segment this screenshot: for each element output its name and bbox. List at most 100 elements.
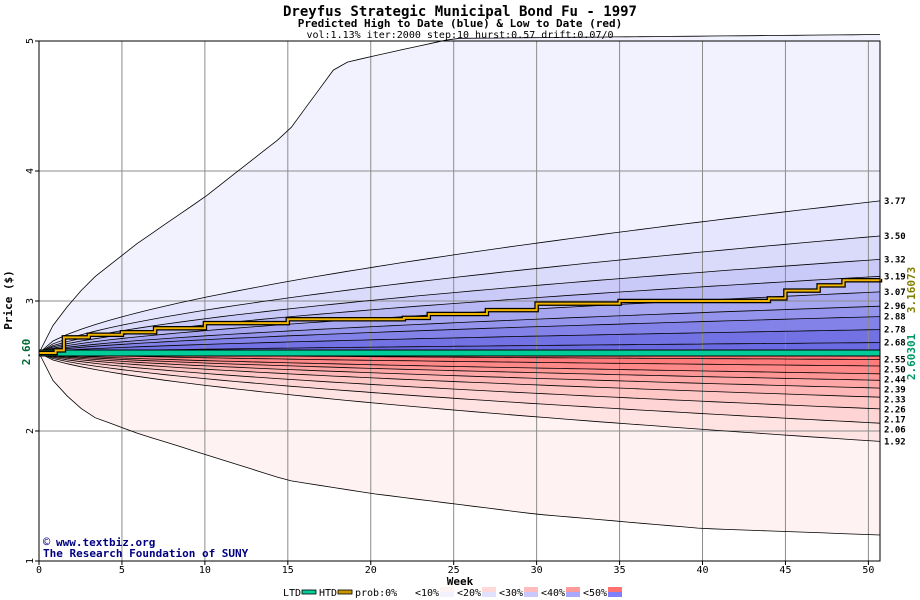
htd-line (39, 278, 881, 354)
x-tick-label-5: 5 (119, 565, 125, 576)
legend-label-4: <20% (457, 588, 481, 599)
high-band-4 (39, 276, 880, 353)
low-band-3 (39, 353, 880, 409)
high-quantile-label-0: 3.77 (884, 197, 906, 207)
probability-bands (39, 34, 880, 535)
high-quantile-label-7: 2.78 (884, 326, 906, 336)
high-quantile-label-6: 2.88 (884, 313, 906, 323)
low-band-5 (39, 353, 880, 389)
low-quantile-label-6: 2.17 (884, 416, 906, 426)
low-quantile-line-7 (38, 352, 881, 424)
legend-swatch-1 (337, 589, 353, 595)
legend-swatch-bottom-4 (482, 592, 496, 597)
x-tick-label-30: 30 (531, 565, 543, 576)
x-tick-label-0: 0 (36, 565, 42, 576)
low-quantile-label-8: 1.92 (884, 437, 906, 447)
legend-swatch-top-3 (440, 587, 454, 592)
x-tick-label-40: 40 (696, 565, 708, 576)
credit-site[interactable]: www.textbiz.org (56, 536, 155, 549)
legend-swatch-top-5 (524, 587, 538, 592)
high-quantile-label-5: 2.96 (884, 302, 906, 312)
low-band-2 (39, 353, 880, 424)
high-band-2 (39, 236, 880, 353)
high-quantile-line-6 (38, 316, 881, 354)
legend-label-1: HTD (319, 588, 337, 599)
x-tick-label-25: 25 (448, 565, 460, 576)
x-tick-label-20: 20 (365, 565, 377, 576)
low-quantile-line-8 (38, 352, 881, 442)
legend: LTD HTD prob:0% <10% <20% <30% <40% <50% (283, 587, 622, 599)
quantile-lines: 3.77 3.50 3.32 3.19 3.07 2.962.88 2.78 2.68 2.55… (38, 34, 906, 536)
x-tick-label-45: 45 (779, 565, 791, 576)
ltd-line (38, 349, 881, 357)
legend-swatch-0 (301, 589, 317, 595)
low-band-1 (39, 353, 880, 442)
low-quantile-label-3: 2.39 (884, 386, 906, 396)
low-quantile-line-4 (38, 352, 881, 389)
copyright-icon: © (43, 535, 51, 549)
htd-end-label: 3.16073 (905, 267, 918, 313)
high-quantile-line-0 (38, 200, 881, 354)
chart-subtitle: Predicted High to Date (blue) & Low to D… (298, 17, 623, 30)
legend-swatch-bottom-5 (524, 592, 538, 597)
start-price-label: 2.60 (20, 339, 33, 366)
x-tick-label-10: 10 (199, 565, 211, 576)
low-band-4 (39, 353, 880, 398)
legend-label-7: <50% (583, 588, 607, 599)
high-band-0 (39, 34, 880, 353)
chart-title: Dreyfus Strategic Municipal Bond Fu - 19… (283, 4, 637, 20)
high-quantile-line-1 (38, 235, 881, 354)
low-quantile-line-6 (38, 352, 881, 410)
low-quantile-label-4: 2.33 (884, 396, 906, 406)
high-band-8 (39, 329, 880, 353)
legend-label-5: <30% (499, 588, 523, 599)
legend-swatch-top-4 (482, 587, 496, 592)
high-quantile-label-3: 3.19 (884, 272, 906, 282)
credit-org: The Research Foundation of SUNY (43, 547, 249, 560)
y-tick-label-1: 1 (25, 558, 36, 564)
y-tick-label-4: 4 (25, 168, 36, 174)
legend-swatch-bottom-6 (566, 592, 580, 597)
x-tick-label-15: 15 (282, 565, 294, 576)
low-quantile-label-2: 2.44 (884, 376, 906, 386)
legend-swatch-top-2 (398, 587, 412, 592)
y-tick-label-2: 2 (25, 428, 36, 434)
chart-params: vol:1.13% iter:2000 step:10 hurst:0.57 d… (306, 30, 613, 41)
high-band-1 (39, 200, 880, 353)
legend-label-3: <10% (415, 588, 439, 599)
legend-swatch-bottom-7 (608, 592, 622, 597)
high-quantile-label-4: 3.07 (884, 288, 906, 298)
high-quantile-line-5 (38, 305, 881, 354)
low-band-7 (39, 353, 880, 374)
x-tick-label-50: 50 (862, 565, 874, 576)
low-quantile-label-0: 2.55 (884, 356, 906, 366)
high-band-3 (39, 259, 880, 353)
high-quantile-label-8: 2.68 (884, 339, 906, 349)
legend-swatch-top-6 (566, 587, 580, 592)
low-quantile-label-5: 2.26 (884, 406, 906, 416)
low-quantile-label-7: 2.06 (884, 426, 906, 436)
low-quantile-line-1 (38, 352, 881, 367)
high-quantile-line-2 (38, 259, 881, 354)
legend-label-2: prob:0% (355, 588, 397, 599)
legend-label-6: <40% (541, 588, 565, 599)
high-band-6 (39, 306, 880, 353)
low-quantile-label-1: 2.50 (884, 366, 906, 376)
low-band-0 (39, 353, 880, 535)
high-band-7 (39, 316, 880, 353)
y-tick-label-5: 5 (25, 38, 36, 44)
ltd-end-label: 2.60301 (905, 333, 918, 380)
x-tick-label-35: 35 (614, 565, 626, 576)
y-tick-label-3: 3 (25, 298, 36, 304)
y-axis-label: Price ($) (2, 270, 15, 330)
high-quantile-label-1: 3.50 (884, 232, 906, 242)
legend-swatch-top-7 (608, 587, 622, 592)
upper-envelope (38, 34, 881, 354)
low-quantile-line-3 (38, 352, 881, 381)
high-quantile-line-7 (38, 329, 881, 354)
lower-envelope (38, 352, 881, 536)
x-axis-label: Week (447, 575, 474, 588)
legend-swatch-bottom-3 (440, 592, 454, 597)
